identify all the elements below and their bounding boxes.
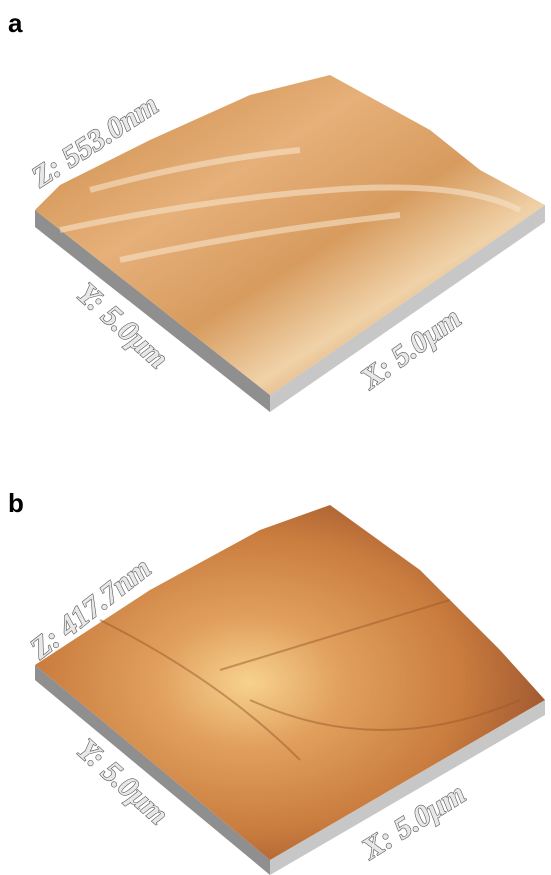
ridge — [59, 147, 522, 263]
side-wall — [270, 205, 545, 412]
panel-label: b — [8, 488, 24, 518]
surface — [35, 505, 545, 860]
side-wall — [35, 665, 270, 875]
surface — [35, 75, 545, 395]
panel-label: a — [8, 8, 23, 38]
side-wall — [35, 210, 270, 412]
side-wall — [270, 700, 545, 875]
ridge — [99, 599, 521, 761]
